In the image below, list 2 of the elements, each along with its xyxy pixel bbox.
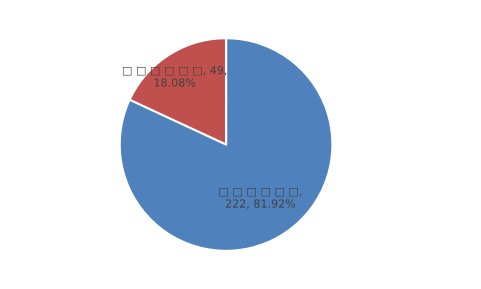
slice-label: □ □ □ □ □ □, 222, 81.92% bbox=[219, 188, 302, 209]
pie-slice bbox=[118, 37, 334, 252]
